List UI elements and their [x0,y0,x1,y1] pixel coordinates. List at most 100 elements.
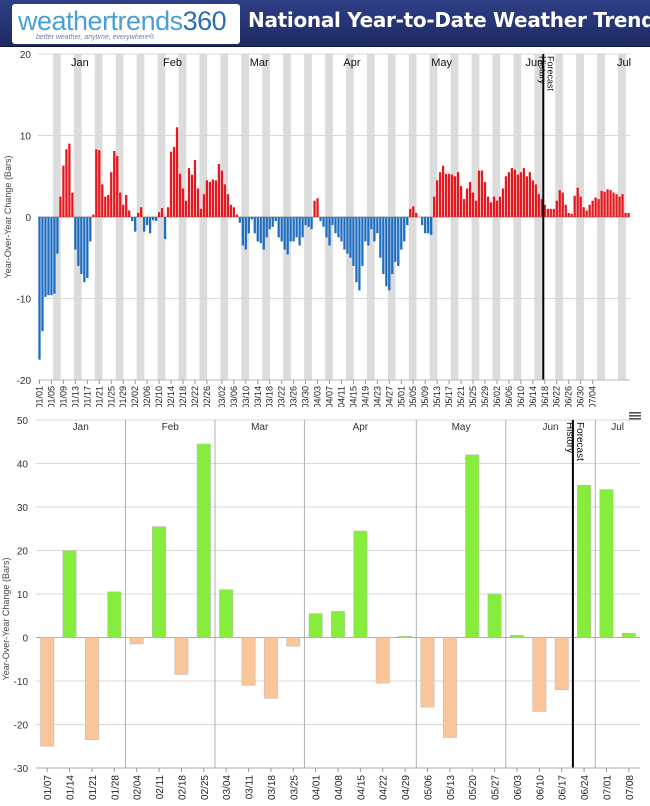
x-tick-label: 05/13 [432,386,442,407]
daily-bar [68,143,71,217]
daily-bar [516,174,520,217]
x-tick-label: 03/10 [241,386,251,407]
daily-bar [597,199,600,217]
daily-bar [618,196,621,217]
x-tick-label: 05/17 [444,386,454,407]
x-tick-label: 06/18 [540,386,550,407]
daily-bar [489,202,493,217]
daily-bar [229,204,232,217]
y-tick-label: 30 [17,503,29,514]
daily-bar [38,217,41,360]
daily-bar [468,181,472,217]
forecast-annotation: Forecast [545,56,555,92]
y-tick-label: -10 [17,295,32,306]
daily-bar [453,176,457,217]
x-tick-label: 03/04 [222,775,233,800]
month-label: May [452,422,471,433]
x-tick-label: 02/06 [142,386,152,407]
weekly-bar [152,526,166,638]
daily-bar [427,217,430,234]
weekly-bar [487,593,502,638]
daily-bar [128,210,131,217]
weekly-bar [196,443,211,638]
daily-bar [340,217,343,242]
daily-bar [134,217,137,232]
chart-menu-icon[interactable] [629,412,641,420]
daily-bar [367,217,370,246]
daily-bar [555,200,558,217]
daily-bar [202,194,206,217]
x-tick-label: 01/09 [58,386,68,407]
daily-trend-chart: -20 -10 0 10 20 Jan Feb Mar Apr May Jun Jul HistoryF… [3,50,631,407]
daily-bar [501,188,505,217]
x-tick-label: 06/30 [576,386,586,407]
weekly-bar [353,530,368,638]
y-tick-label: -20 [17,376,32,387]
daily-bar [379,217,382,258]
weathertrends360-logo[interactable]: weathertrends360 better weather, anytime… [12,4,240,44]
x-tick-label: 05/05 [408,386,418,407]
x-tick-label: 04/19 [360,386,370,407]
daily-bar [107,194,110,217]
x-tick-label: 03/22 [277,386,287,407]
daily-bar [433,196,436,217]
daily-bar [256,217,259,242]
daily-bar [364,217,367,242]
x-tick-label: 04/22 [379,775,390,800]
weekly-bar [442,637,457,738]
weekly-bar [286,637,301,647]
month-label: Mar [251,422,269,433]
daily-bar [116,155,119,217]
weekly-bar [510,635,524,638]
daily-bar [226,194,230,217]
month-label: Apr [343,57,360,69]
daily-bar [101,184,104,217]
y-axis-title: Year-Over-Year Change (Bars) [1,558,11,681]
daily-bar [462,199,466,217]
daily-bar [262,217,265,250]
chart-menu-icon-line [629,412,641,414]
daily-bar [211,179,215,217]
daily-bar [438,172,442,217]
x-tick-label: 02/10 [154,386,164,407]
x-tick-label: 01/05 [46,386,56,407]
x-tick-label: 02/02 [130,386,140,407]
daily-bar [412,206,415,217]
x-tick-label: 04/03 [313,386,323,407]
daily-bar [253,217,256,234]
daily-bar [498,196,502,217]
x-tick-label: 03/11 [245,775,256,800]
y-tick-label: 20 [17,547,29,558]
daily-bar [89,217,92,242]
x-tick-label: 05/29 [480,386,490,407]
x-tick-label: 05/09 [420,386,430,407]
daily-bar [289,217,292,242]
x-tick-label: 07/08 [625,775,636,800]
month-label: Feb [163,57,182,69]
month-label: Apr [353,422,369,433]
weekly-bar [84,637,99,740]
header-banner: weathertrends360 better weather, anytime… [0,0,650,47]
daily-bar [495,200,499,217]
daily-bar [391,217,394,275]
month-label: Mar [250,57,269,69]
x-tick-label: 03/02 [217,386,227,407]
daily-bar [409,208,412,217]
daily-bar [59,196,62,217]
daily-bar [603,191,606,217]
logo-wordmark-360: 360 [182,6,227,36]
weekly-bar [532,637,547,712]
weekly-bar [40,637,55,747]
x-tick-label: 05/25 [468,386,478,407]
chart-menu-icon-line [629,418,641,420]
daily-bar [295,217,298,238]
daily-bar [624,212,627,217]
daily-bar [110,172,113,217]
daily-bar [588,204,591,217]
weekly-bar [129,637,144,645]
x-tick-label: 05/20 [468,775,479,800]
x-tick-label: 01/25 [106,386,116,407]
daily-bar [436,180,439,217]
daily-bar [513,169,517,217]
daily-bar [196,188,200,217]
